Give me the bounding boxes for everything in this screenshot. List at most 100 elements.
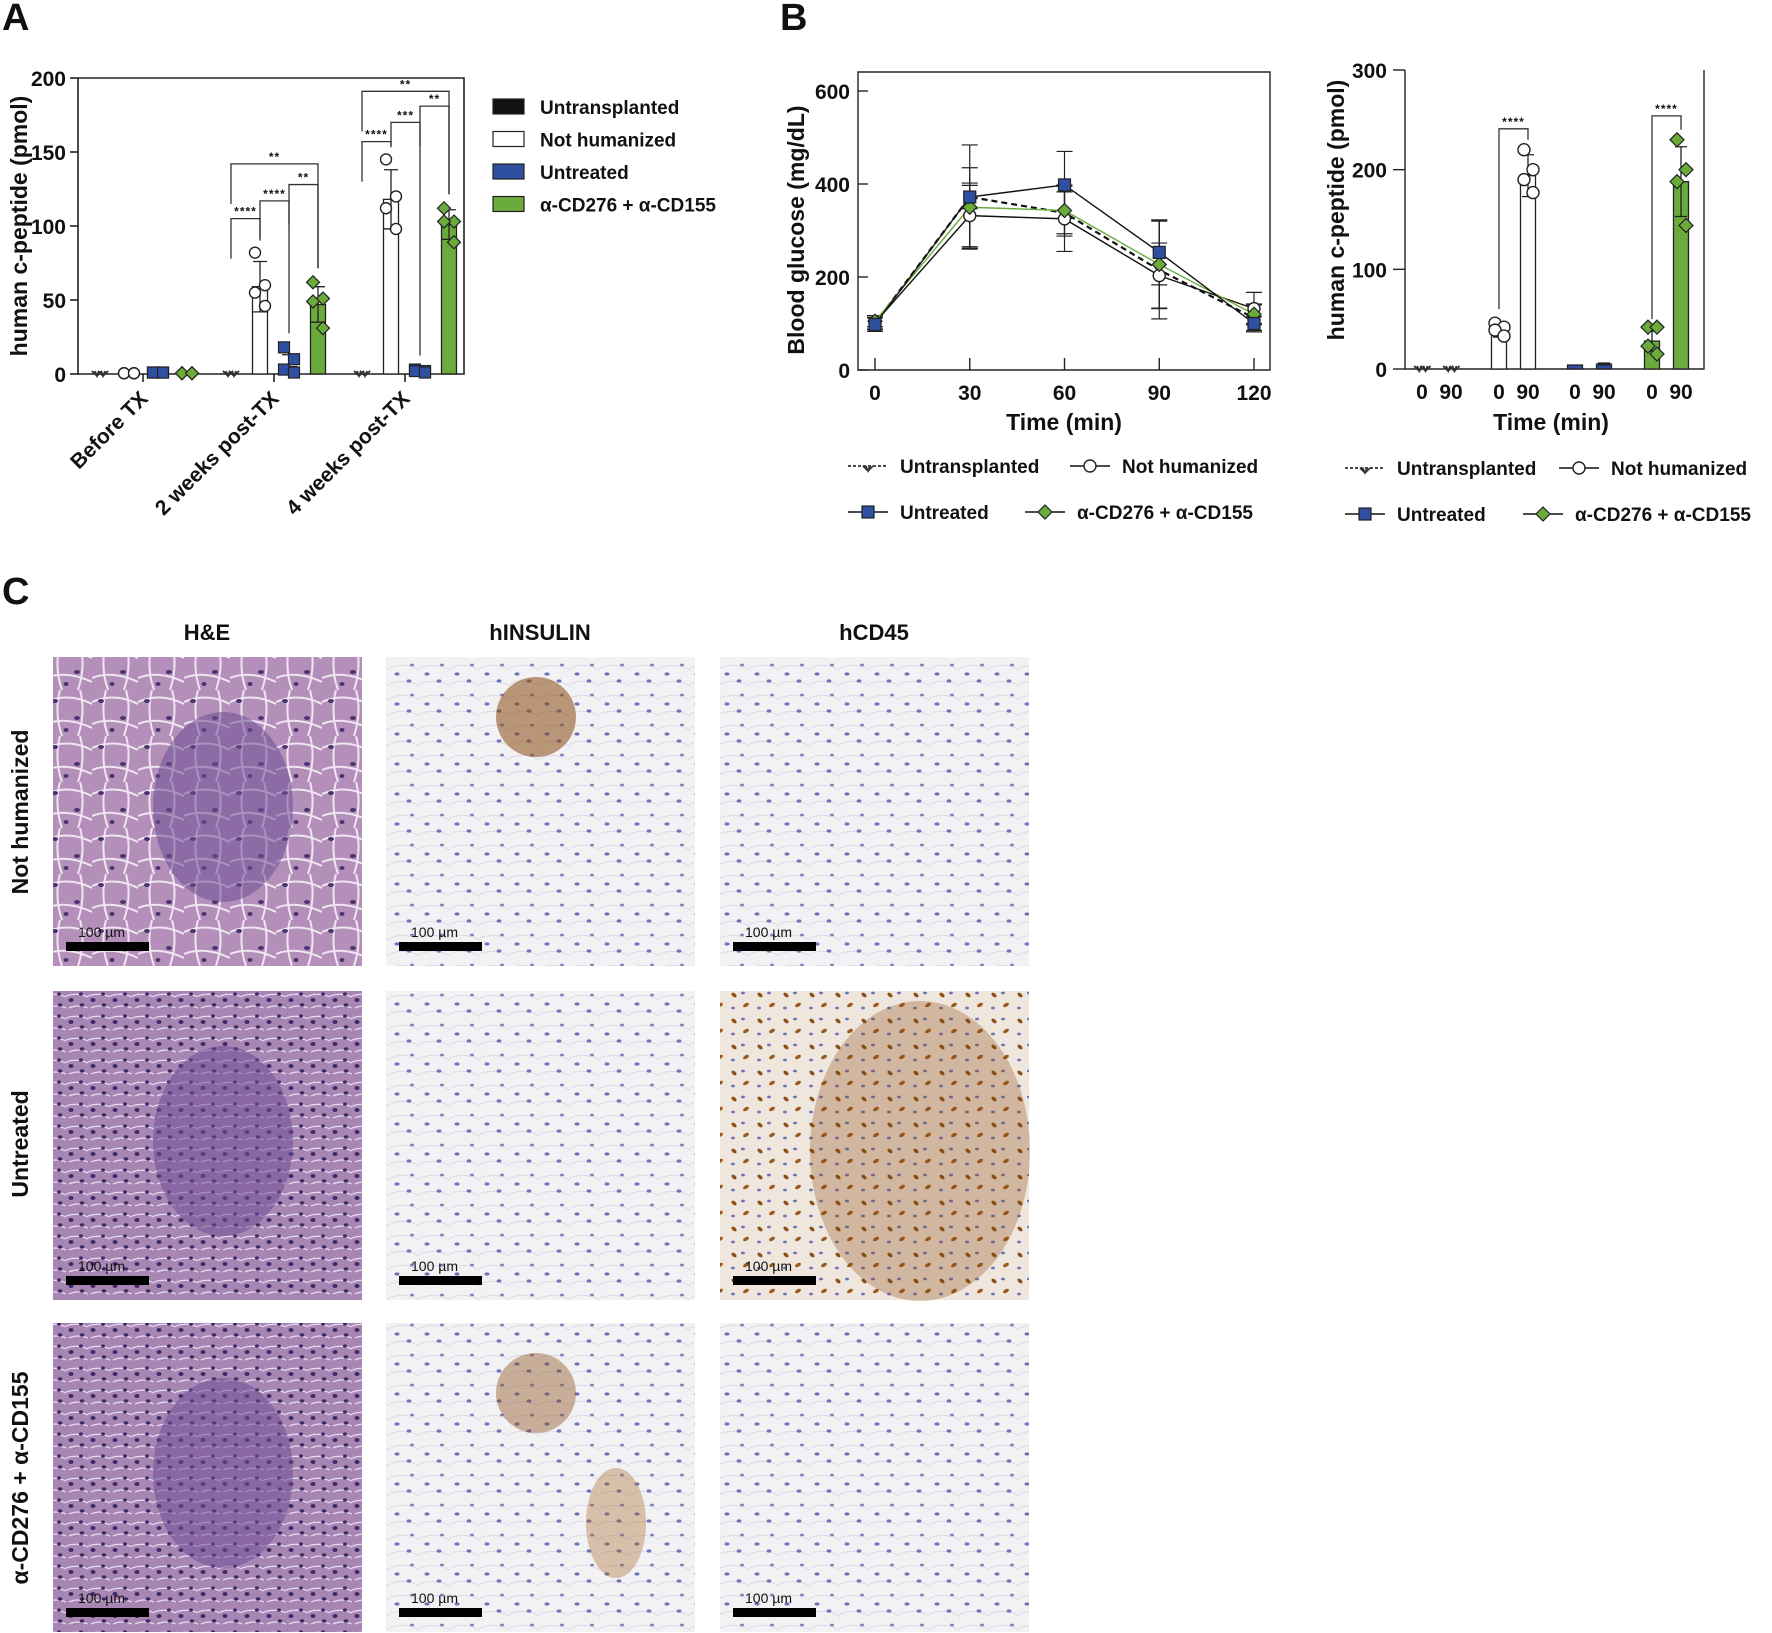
x-tick-label: 60 xyxy=(1053,382,1076,405)
diamond-marker-icon xyxy=(305,294,321,309)
significance-bracket xyxy=(361,90,450,195)
diamond-marker-icon xyxy=(436,214,452,229)
significance-bracket xyxy=(230,163,319,269)
x-tick-label: 90 xyxy=(1148,382,1171,405)
circle-marker-icon xyxy=(389,222,403,236)
scale-bar-label: 100 µm xyxy=(745,924,792,940)
diamond-marker-icon xyxy=(1649,319,1665,335)
scale-bar-label: 100 µm xyxy=(78,1258,125,1274)
y-tick-label: 200 xyxy=(1352,160,1387,183)
column-title-hcd45: hCD45 xyxy=(839,620,909,645)
diamond-marker-icon xyxy=(961,199,978,216)
chart-b1-legend: Untransplanted Not humanized Untreated α-CD… xyxy=(848,457,1258,524)
legend-label: Untreated xyxy=(540,163,629,184)
y-tick-label: 600 xyxy=(815,81,850,104)
x-tick-label: 90 xyxy=(1669,381,1692,404)
diamond-marker-icon xyxy=(1669,173,1685,190)
x-marker-icon xyxy=(1359,467,1371,476)
scale-bar xyxy=(66,1608,149,1617)
significance-label: *** xyxy=(397,108,414,122)
chart-b2-axes xyxy=(1404,70,1705,370)
x-tick-label: 0 xyxy=(1569,381,1581,404)
scale-bar-label: 100 µm xyxy=(411,924,458,940)
circle-marker-icon xyxy=(1517,143,1531,157)
x-tick-label: 30 xyxy=(958,382,981,405)
column-title-hinsulin: hINSULIN xyxy=(489,620,590,645)
chart-b2-legend: Untransplanted Not humanized Untreated α-CD… xyxy=(1345,459,1751,526)
legend-label: Untreated xyxy=(900,503,989,524)
legend-item: Not humanized xyxy=(1559,459,1747,480)
scale-bar-label: 100 µm xyxy=(411,1590,458,1606)
square-marker-icon xyxy=(146,366,160,379)
legend-label: Untransplanted xyxy=(540,98,679,119)
y-tick-label: 400 xyxy=(815,174,850,197)
row-title-not-humanized: Not humanized xyxy=(7,730,33,895)
x-tick-label: 90 xyxy=(1592,381,1615,404)
diamond-marker-icon xyxy=(184,365,200,381)
y-tick-label: 200 xyxy=(815,267,850,290)
diamond-marker-icon xyxy=(1640,338,1656,354)
legend-item: α-CD276 + α-CD155 xyxy=(1025,503,1253,524)
legend-label: Not humanized xyxy=(540,131,676,152)
x-tick-label: 0 xyxy=(869,382,881,405)
legend-label: α-CD276 + α-CD155 xyxy=(1077,503,1253,524)
legend-swatch-icon xyxy=(492,163,525,180)
square-marker-icon xyxy=(868,317,882,332)
circle-marker-icon xyxy=(248,286,262,299)
diamond-marker-icon xyxy=(1056,202,1073,219)
diamond-marker-icon xyxy=(1678,161,1694,178)
scale-bar xyxy=(733,1276,816,1285)
circle-marker-icon xyxy=(1497,329,1511,343)
x-marker-icon xyxy=(1419,365,1432,374)
diamond-marker-icon xyxy=(1037,504,1053,520)
micrograph-1-2: 100 µm xyxy=(386,1323,695,1632)
diamond-marker-icon xyxy=(1669,131,1685,148)
square-marker-icon xyxy=(277,363,291,376)
square-marker-icon xyxy=(408,364,422,378)
scale-bar xyxy=(733,942,816,951)
x-tick-label: 0 xyxy=(1493,381,1505,404)
legend-item: α-CD276 + α-CD155 xyxy=(1523,505,1751,526)
circle-marker-icon xyxy=(1083,459,1097,473)
x-marker-icon xyxy=(359,370,371,379)
x-tick-label: 0 xyxy=(1416,381,1428,404)
legend-item: Untreated xyxy=(492,163,629,184)
diamond-marker-icon xyxy=(1678,217,1694,234)
legend-item: Not humanized xyxy=(1070,457,1258,478)
y-tick-label: 100 xyxy=(31,216,66,239)
x-category-label: Before TX xyxy=(66,387,152,473)
y-tick-label: 50 xyxy=(43,290,66,313)
legend-swatch-icon xyxy=(492,98,525,115)
x-marker-icon xyxy=(97,370,109,379)
chart-b-cpeptide-bars: human c-peptide (pmol) Time (min) 0 100 20… xyxy=(1323,60,1705,435)
circle-marker-icon xyxy=(248,246,262,259)
circle-marker-icon xyxy=(258,279,272,292)
diamond-marker-icon xyxy=(446,214,462,229)
legend-item: Untransplanted xyxy=(848,457,1039,478)
row-title-treated: α-CD276 + α-CD155 xyxy=(7,1371,33,1584)
square-marker-icon xyxy=(287,366,301,379)
legend-label: Not humanized xyxy=(1611,459,1747,480)
chart-b1-axes xyxy=(857,71,1271,371)
circle-marker-icon xyxy=(1526,162,1540,177)
legend-label: Untreated xyxy=(1397,505,1486,526)
scale-bar-label: 100 µm xyxy=(411,1258,458,1274)
micrograph-2-2: 100 µm xyxy=(720,1323,1029,1632)
scale-bar-label: 100 µm xyxy=(745,1258,792,1274)
significance-label: **** xyxy=(1502,115,1525,129)
x-tick-label: 90 xyxy=(1439,381,1462,404)
square-marker-icon xyxy=(277,341,291,354)
significance-label: ** xyxy=(298,171,309,185)
significance-bracket xyxy=(259,200,290,334)
circle-marker-icon xyxy=(1572,461,1586,475)
y-tick-label: 300 xyxy=(1352,60,1387,83)
diamond-marker-icon xyxy=(446,234,462,250)
circle-marker-icon xyxy=(1526,185,1540,200)
legend-item: α-CD276 + α-CD155 xyxy=(492,196,716,217)
significance-bracket xyxy=(390,121,421,356)
row-title-untreated: Untreated xyxy=(7,1090,33,1197)
panel-label-c: C xyxy=(2,571,29,613)
square-marker-icon xyxy=(861,505,875,519)
legend-label: α-CD276 + α-CD155 xyxy=(1575,505,1751,526)
